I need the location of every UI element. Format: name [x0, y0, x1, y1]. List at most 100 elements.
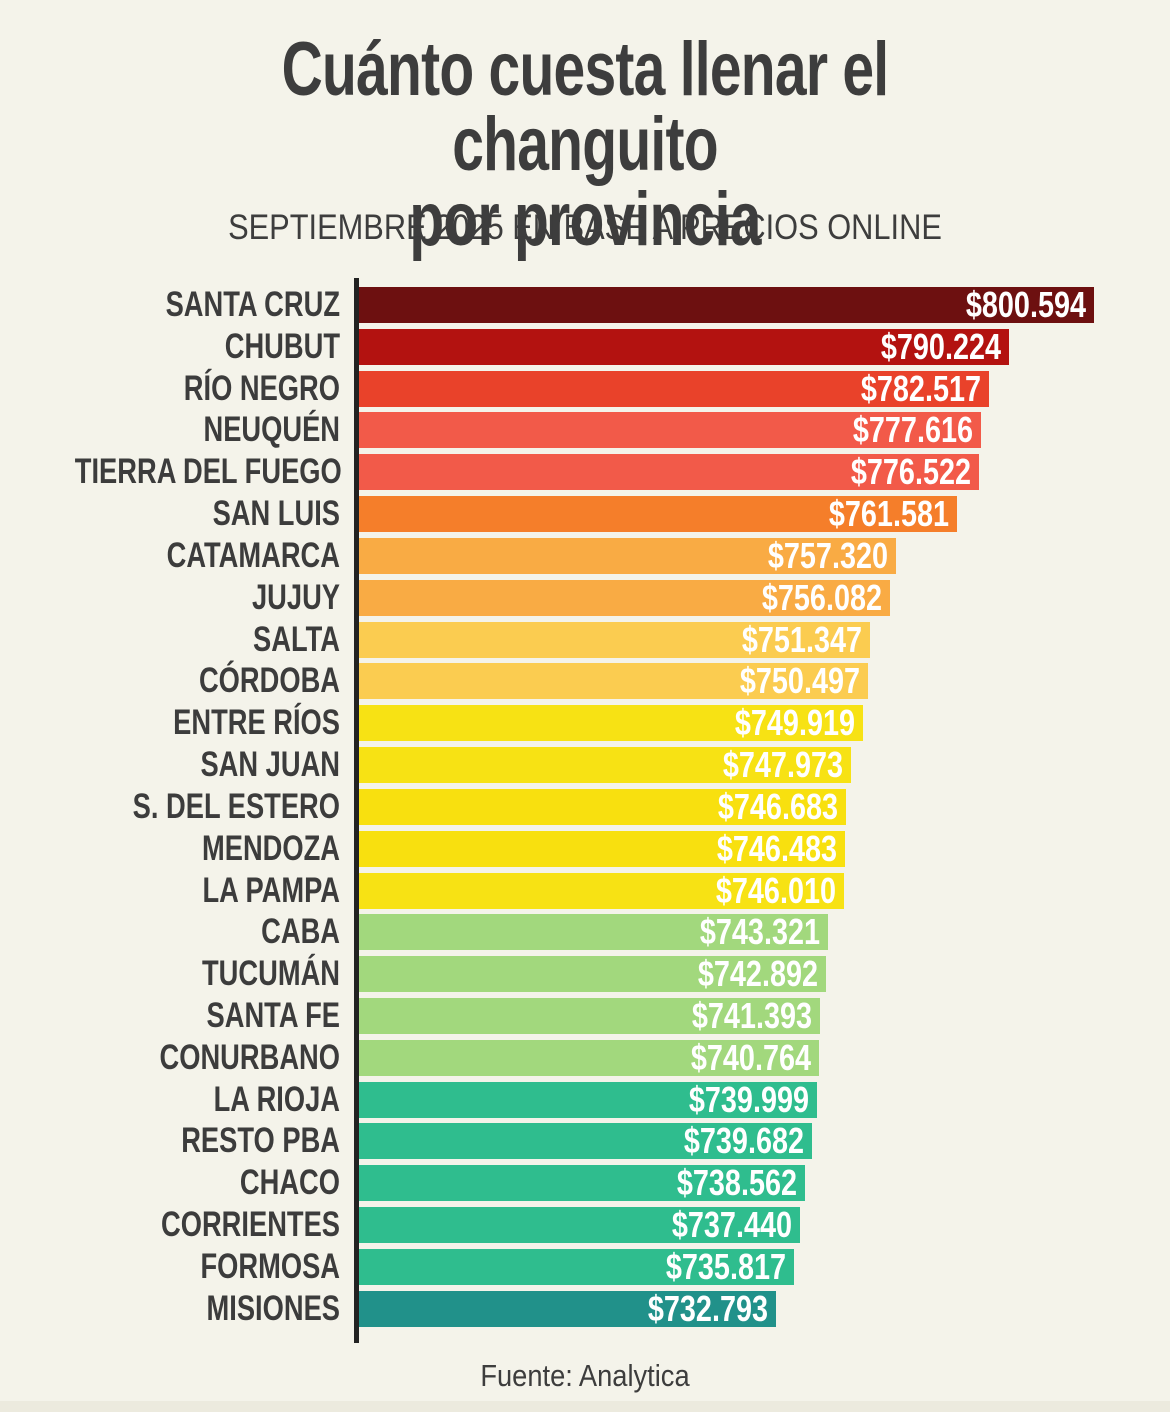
bar-row: SAN LUIS $761.581	[0, 493, 1170, 535]
province-label: TIERRA DEL FUEGO	[74, 452, 342, 492]
value-bar: $757.320	[359, 534, 896, 576]
province-label: MISIONES	[206, 1288, 340, 1328]
value-bar: $750.497	[359, 660, 868, 702]
bar-row: TIERRA DEL FUEGO $776.522	[0, 451, 1170, 493]
value-label: $740.764	[690, 1036, 811, 1078]
province-label: CÓRDOBA	[198, 661, 340, 701]
value-label: $742.892	[697, 953, 818, 995]
province-label: SANTA CRUZ	[165, 284, 340, 324]
province-label: RÍO NEGRO	[183, 368, 340, 408]
value-bar: $746.483	[359, 830, 845, 867]
value-bar: $732.793	[359, 1287, 776, 1329]
province-label: CONURBANO	[159, 1037, 340, 1077]
province-label: SAN JUAN	[200, 745, 340, 785]
value-label: $761.581	[828, 493, 949, 535]
value-bar: $738.562	[359, 1162, 805, 1204]
bar-row: SANTA FE $741.393	[0, 995, 1170, 1037]
value-bar: $740.764	[359, 1036, 819, 1078]
province-label: FORMOSA	[200, 1246, 340, 1286]
province-label: SANTA FE	[206, 995, 340, 1035]
value-bar: $739.999	[359, 1078, 817, 1120]
title-line-2: por provincia	[409, 177, 761, 262]
value-bar: $739.682	[359, 1120, 812, 1162]
bar-row: LA PAMPA $746.010	[0, 870, 1170, 912]
value-label: $737.440	[671, 1204, 792, 1246]
bar-row: RESTO PBA $739.682	[0, 1121, 1170, 1163]
province-label: S. DEL ESTERO	[132, 786, 340, 826]
bar-row: MISIONES $732.793	[0, 1288, 1170, 1330]
bar-row: MENDOZA $746.483	[0, 828, 1170, 870]
value-bar: $746.683	[359, 785, 846, 827]
bar-row: SANTA CRUZ $800.594	[0, 284, 1170, 326]
bar-row: ENTRE RÍOS $749.919	[0, 702, 1170, 744]
value-label: $782.517	[860, 367, 981, 409]
value-label: $790.224	[880, 325, 1001, 367]
bar-row: JUJUY $756.082	[0, 577, 1170, 619]
value-bar: $749.919	[359, 702, 863, 744]
province-label: TUCUMÁN	[202, 954, 340, 994]
bar-row: SALTA $751.347	[0, 619, 1170, 661]
value-label: $749.919	[734, 702, 855, 744]
value-bar: $741.393	[359, 994, 820, 1036]
province-label: LA RIOJA	[213, 1079, 340, 1119]
value-bar: $761.581	[359, 493, 957, 535]
bar-row: LA RIOJA $739.999	[0, 1079, 1170, 1121]
value-label: $750.497	[739, 660, 860, 702]
province-label: JUJUY	[251, 577, 340, 617]
bar-row: S. DEL ESTERO $746.683	[0, 786, 1170, 828]
page-title: Cuánto cuesta llenar el changuito por pr…	[146, 27, 1024, 262]
value-bar: $790.224	[359, 325, 1009, 367]
value-label: $739.999	[688, 1078, 809, 1120]
province-label: ENTRE RÍOS	[173, 703, 340, 743]
bar-row: CABA $743.321	[0, 911, 1170, 953]
province-label: CORRIENTES	[161, 1205, 340, 1245]
bar-row: TUCUMÁN $742.892	[0, 953, 1170, 995]
bar-row: RÍO NEGRO $782.517	[0, 368, 1170, 410]
value-label: $739.682	[683, 1120, 804, 1162]
bar-row: CONURBANO $740.764	[0, 1037, 1170, 1079]
province-label: NEUQUÉN	[203, 410, 340, 450]
value-bar: $742.892	[359, 953, 826, 995]
bar-row: SAN JUAN $747.973	[0, 744, 1170, 786]
bar-row: CÓRDOBA $750.497	[0, 660, 1170, 702]
province-label: CATAMARCA	[166, 535, 340, 575]
province-label: MENDOZA	[201, 828, 340, 868]
value-bar: $777.616	[359, 409, 981, 451]
province-label: RESTO PBA	[181, 1121, 340, 1161]
value-label: $751.347	[741, 618, 862, 660]
value-bar: $782.517	[359, 367, 989, 409]
province-label: LA PAMPA	[202, 870, 340, 910]
value-bar: $743.321	[359, 911, 828, 953]
value-bar: $756.082	[359, 579, 890, 616]
value-label: $738.562	[676, 1162, 797, 1204]
value-bar: $751.347	[359, 618, 870, 660]
value-label: $746.683	[717, 785, 838, 827]
value-label: $776.522	[850, 451, 971, 493]
subtitle: SEPTIEMBRE 2025 EN BASE A PRECIOS ONLINE	[228, 208, 942, 247]
value-bar: $737.440	[359, 1204, 800, 1246]
value-bar: $800.594	[359, 286, 1094, 323]
province-label: CHACO	[239, 1163, 340, 1203]
bar-row: NEUQUÉN $777.616	[0, 409, 1170, 451]
province-label: SALTA	[253, 619, 340, 659]
value-bar: $735.817	[359, 1248, 794, 1285]
province-label: SAN LUIS	[212, 494, 340, 534]
value-label: $777.616	[852, 409, 973, 451]
bar-chart: SANTA CRUZ $800.594 CHUBUT $790.224 RÍO NEGR…	[0, 278, 1170, 1343]
bar-row: CORRIENTES $737.440	[0, 1204, 1170, 1246]
value-label: $746.010	[715, 869, 836, 911]
bar-row: CHUBUT $790.224	[0, 326, 1170, 368]
title-line-1: Cuánto cuesta llenar el changuito	[281, 27, 890, 187]
province-label: CABA	[261, 912, 340, 952]
bottom-band	[0, 1401, 1170, 1412]
value-label: $732.793	[647, 1287, 768, 1329]
bar-row: CHACO $738.562	[0, 1162, 1170, 1204]
bar-row: CATAMARCA $757.320	[0, 535, 1170, 577]
value-label: $757.320	[767, 534, 888, 576]
bar-rows: SANTA CRUZ $800.594 CHUBUT $790.224 RÍO NEGR…	[0, 284, 1170, 1330]
source-note: Fuente: Analytica	[480, 1358, 690, 1393]
value-label: $741.393	[691, 994, 812, 1036]
value-bar: $747.973	[359, 747, 851, 784]
value-label: $743.321	[699, 911, 820, 953]
